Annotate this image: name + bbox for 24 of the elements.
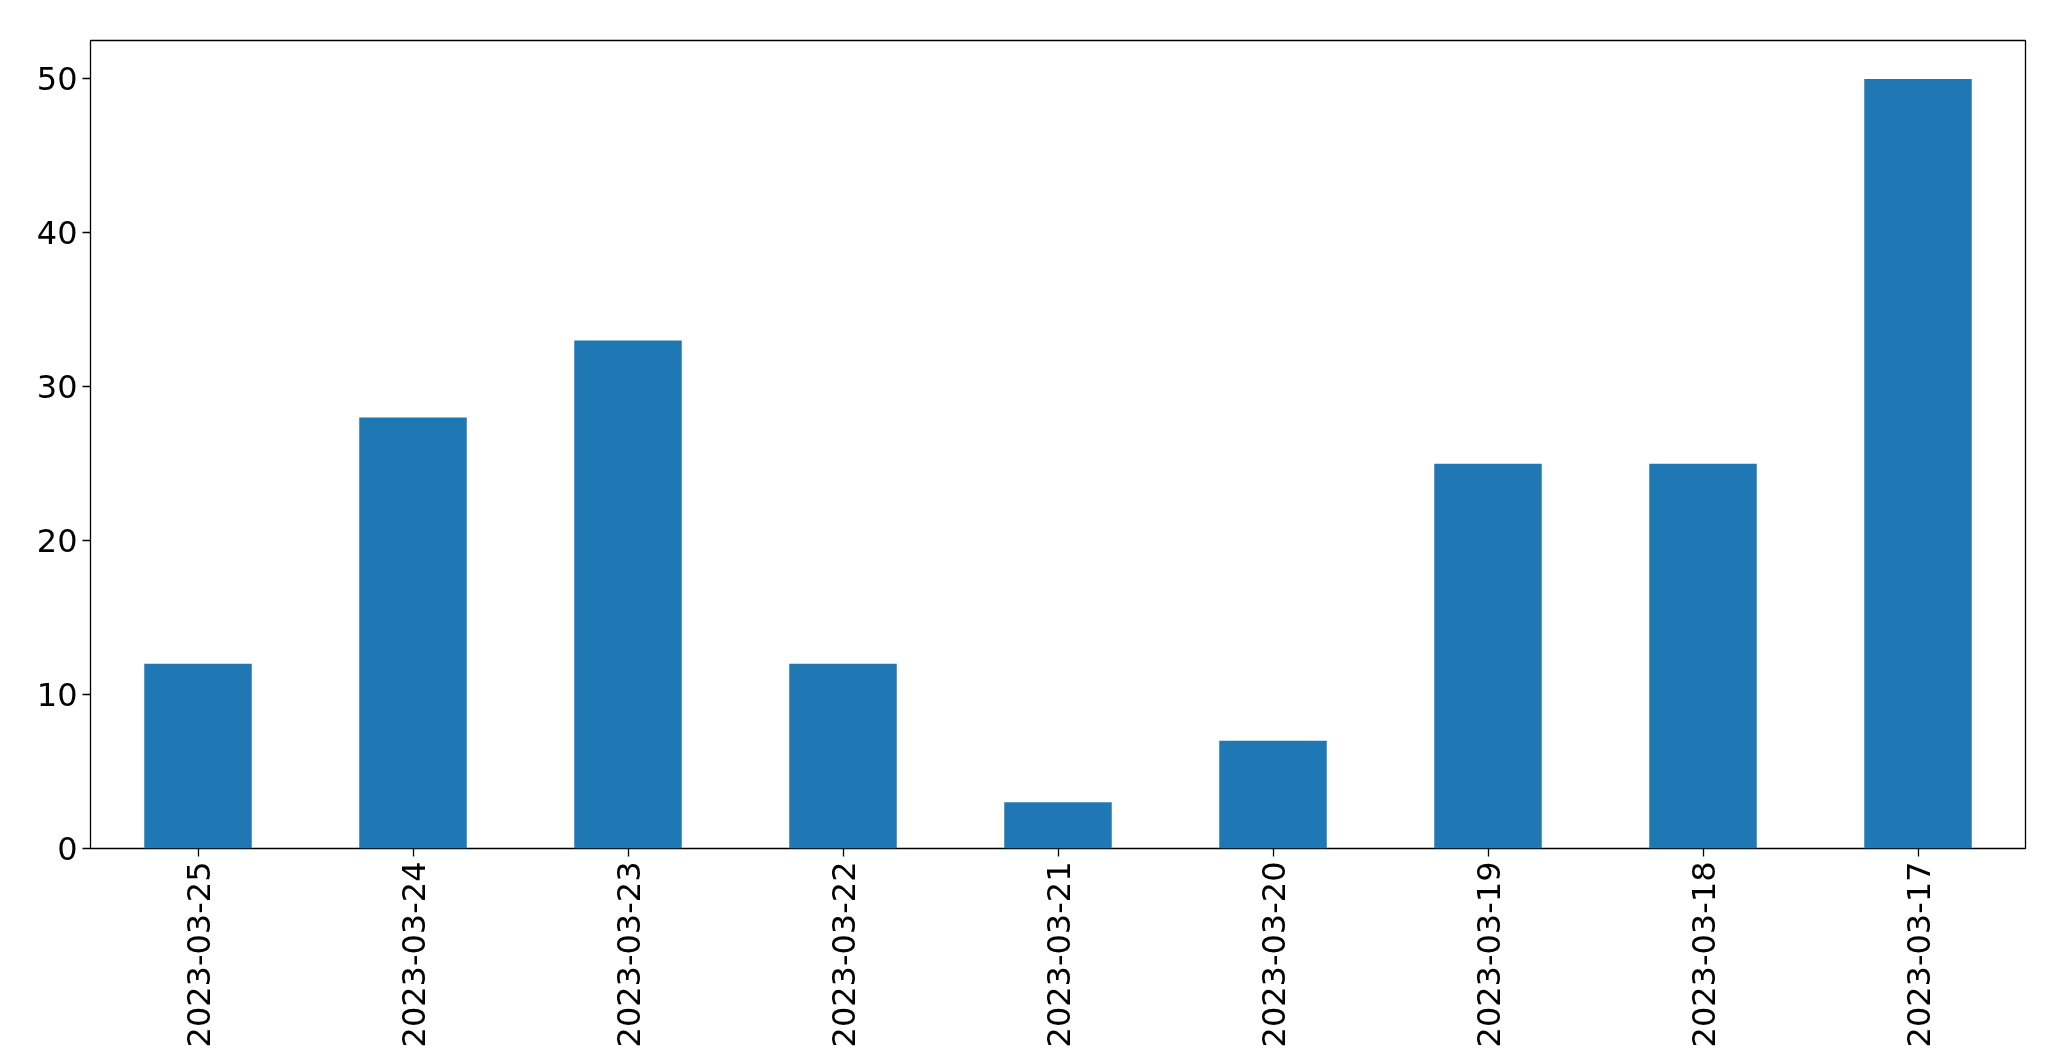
y-tick-label: 20 <box>36 522 78 561</box>
y-tick-label: 0 <box>57 830 78 868</box>
x-tick-label: 2023-03-22 <box>824 861 863 1048</box>
x-tick-label: 2023-03-25 <box>179 861 218 1048</box>
y-tick-label: 30 <box>36 368 78 407</box>
x-tick-label: 2023-03-17 <box>1899 861 1938 1048</box>
bar <box>1219 740 1327 849</box>
bar <box>1649 463 1757 849</box>
y-tick-label: 40 <box>36 214 78 253</box>
x-tick-label: 2023-03-21 <box>1039 861 1078 1048</box>
bar <box>1434 463 1542 849</box>
bar <box>359 417 467 849</box>
y-tick-label: 50 <box>36 60 78 99</box>
bar <box>789 663 897 849</box>
bar <box>144 663 252 849</box>
bar <box>1004 802 1112 849</box>
x-tick-label: 2023-03-23 <box>609 861 648 1048</box>
bar <box>574 340 682 849</box>
x-tick-label: 2023-03-24 <box>394 861 433 1048</box>
x-tick-label: 2023-03-19 <box>1469 861 1508 1048</box>
y-tick-label: 10 <box>36 676 78 715</box>
x-tick-label: 2023-03-20 <box>1254 861 1293 1048</box>
bar <box>1864 78 1972 849</box>
x-tick-label: 2023-03-18 <box>1684 861 1723 1048</box>
